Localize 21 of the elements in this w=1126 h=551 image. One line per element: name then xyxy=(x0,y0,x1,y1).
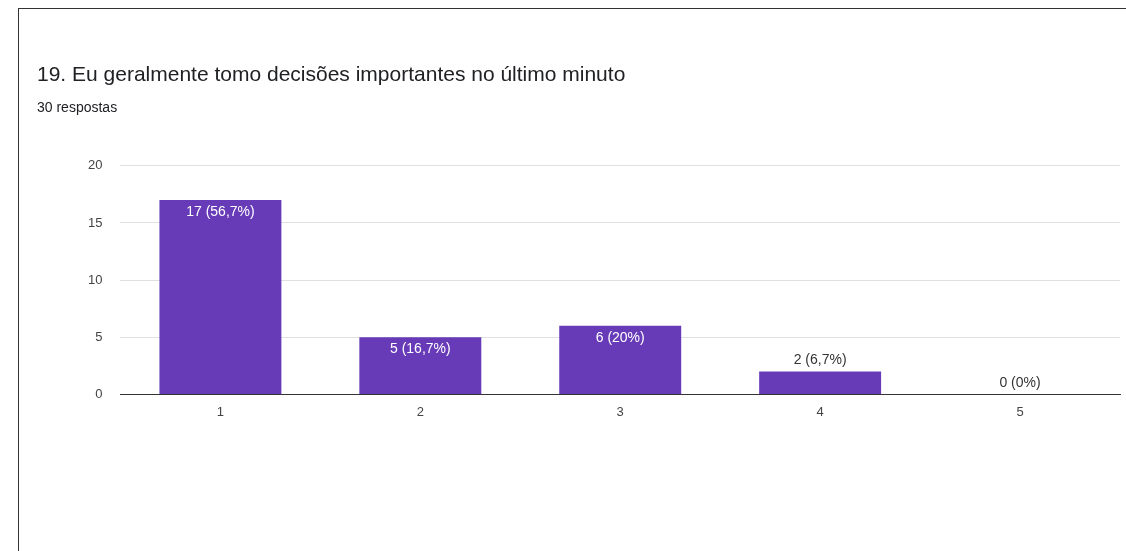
data-label: 17 (56,7%) xyxy=(186,202,255,219)
bar xyxy=(159,200,282,394)
bar xyxy=(359,337,482,394)
data-label: 6 (20%) xyxy=(595,328,645,345)
x-tick-label: 3 xyxy=(616,403,624,419)
x-tick-label: 5 xyxy=(1016,403,1024,419)
chart-title: 19. Eu geralmente tomo decisões importantes no último minuto xyxy=(37,62,626,86)
y-tick-label: 5 xyxy=(95,328,103,344)
bar xyxy=(759,371,882,394)
chart-subtitle: 30 respostas xyxy=(37,99,118,115)
data-label: 2 (6,7%) xyxy=(793,351,847,368)
data-label: 5 (16,7%) xyxy=(389,340,451,357)
y-tick-label: 0 xyxy=(95,385,103,401)
y-tick-label: 10 xyxy=(87,271,103,287)
bar xyxy=(559,325,682,394)
y-tick-label: 20 xyxy=(87,157,103,173)
x-tick-label: 1 xyxy=(216,403,225,419)
data-label: 0 (0%) xyxy=(999,374,1041,391)
x-tick-label: 2 xyxy=(416,403,424,419)
x-tick-label: 4 xyxy=(816,403,824,419)
y-tick-label: 15 xyxy=(87,214,103,230)
